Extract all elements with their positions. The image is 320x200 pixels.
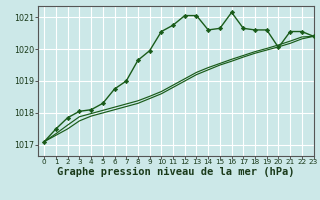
X-axis label: Graphe pression niveau de la mer (hPa): Graphe pression niveau de la mer (hPa): [57, 167, 295, 177]
